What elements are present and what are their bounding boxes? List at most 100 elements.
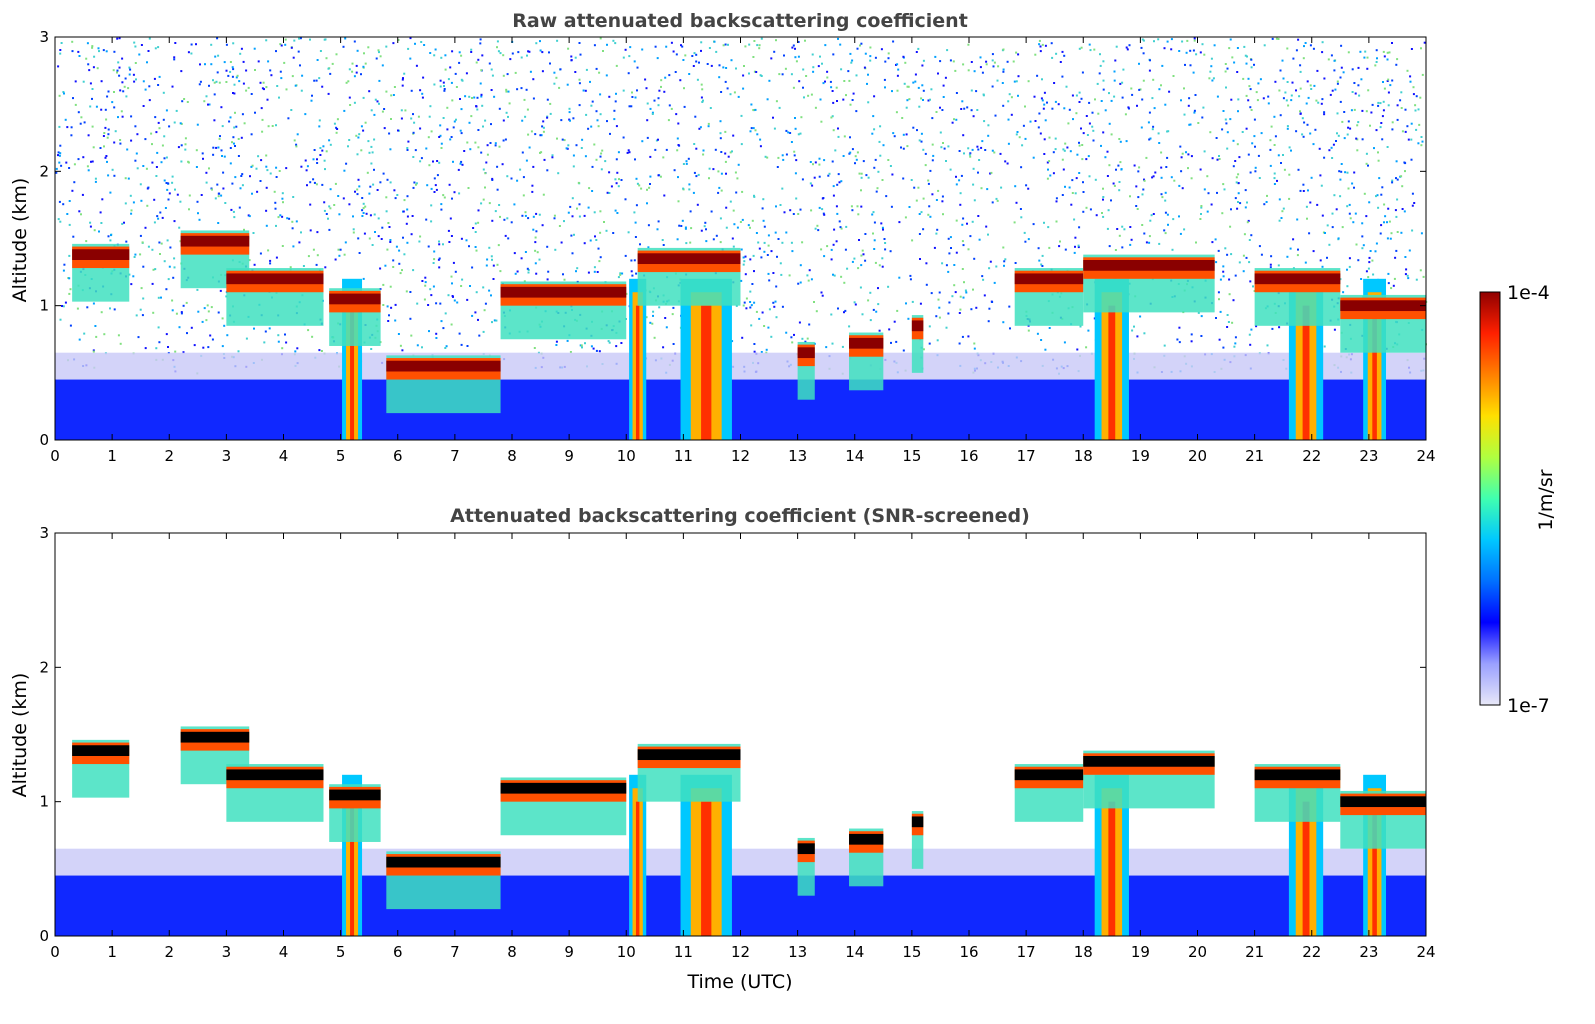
noise-pixel [1166,156,1169,159]
noise-pixel [725,172,727,175]
noise-pixel [858,172,861,175]
noise-pixel [136,133,139,136]
noise-pixel [1044,44,1047,47]
noise-pixel [627,231,630,234]
noise-pixel [556,39,559,42]
noise-pixel [1391,179,1394,182]
noise-pixel [917,86,920,89]
noise-pixel [182,304,185,307]
noise-pixel [1181,40,1184,43]
noise-pixel [373,213,376,216]
noise-pixel [973,347,976,350]
noise-pixel [274,207,277,210]
noise-pixel [450,81,453,84]
noise-pixel [743,260,746,263]
noise-pixel [420,41,423,43]
boundary-layer [55,379,1426,440]
noise-pixel [356,193,359,196]
noise-pixel [368,237,371,240]
noise-pixel [1395,215,1398,218]
noise-pixel [171,309,174,312]
noise-pixel [542,130,545,133]
noise-pixel [931,193,934,196]
noise-pixel [1308,232,1311,235]
cloud-layer [1083,254,1215,313]
noise-pixel [1108,92,1110,95]
noise-pixel [198,83,201,86]
noise-pixel [228,120,231,123]
noise-pixel [696,203,699,206]
noise-pixel [1073,218,1076,221]
noise-pixel [788,274,791,277]
noise-pixel [988,307,991,310]
noise-pixel [267,125,270,128]
noise-pixel [1307,189,1309,192]
noise-pixel [279,214,282,217]
noise-pixel [1340,170,1343,173]
noise-pixel [532,228,535,231]
noise-pixel [927,182,930,185]
noise-pixel [270,74,273,77]
noise-pixel [903,82,906,85]
noise-pixel [668,74,671,77]
noise-pixel [895,340,898,343]
noise-pixel [1102,198,1104,201]
noise-pixel [459,162,462,165]
noise-pixel [651,111,654,114]
noise-pixel [154,116,157,119]
noise-pixel [490,255,493,258]
raw-panel-plot-area [55,37,1428,440]
noise-pixel [719,137,722,140]
x-tick-label: 21 [1245,447,1264,465]
noise-pixel [717,191,720,194]
noise-pixel [1390,232,1393,235]
colorbar-scale [1479,291,1501,706]
noise-pixel [212,153,215,156]
noise-pixel [612,232,615,234]
noise-pixel [790,73,793,76]
precip-column [629,278,647,440]
y-tick-label: 1 [39,793,49,811]
noise-pixel [405,222,408,225]
noise-pixel [1260,132,1263,135]
noise-pixel [516,179,519,182]
noise-pixel [1263,203,1266,206]
noise-pixel [1275,37,1278,40]
noise-pixel [103,333,106,336]
noise-pixel [1236,143,1239,146]
noise-pixel [707,122,710,125]
noise-pixel [602,50,604,52]
noise-pixel [860,264,863,267]
noise-pixel [91,46,94,49]
noise-pixel [87,169,90,172]
noise-pixel [474,222,477,225]
noise-pixel [993,151,996,154]
noise-pixel [265,209,268,212]
noise-pixel [750,324,753,327]
noise-pixel [207,346,210,349]
noise-pixel [898,221,901,224]
noise-pixel [731,237,734,240]
noise-pixel [748,72,750,75]
noise-pixel [424,281,427,284]
noise-pixel [757,241,760,244]
noise-pixel [854,162,856,165]
noise-pixel [285,341,288,344]
noise-pixel [836,212,839,215]
noise-pixel [1353,108,1356,111]
noise-pixel [1299,64,1302,67]
noise-pixel [670,41,673,44]
noise-pixel [1139,315,1142,318]
cloud-layer [386,355,501,414]
noise-pixel [1374,250,1377,253]
noise-pixel [285,167,288,170]
noise-pixel [245,337,248,340]
noise-pixel [906,99,909,102]
noise-pixel [1002,48,1005,51]
noise-pixel [590,104,593,107]
noise-pixel [1081,158,1084,161]
cloud-layer [637,247,741,306]
noise-pixel [381,64,384,67]
noise-pixel [1078,47,1081,50]
noise-pixel [565,147,568,150]
